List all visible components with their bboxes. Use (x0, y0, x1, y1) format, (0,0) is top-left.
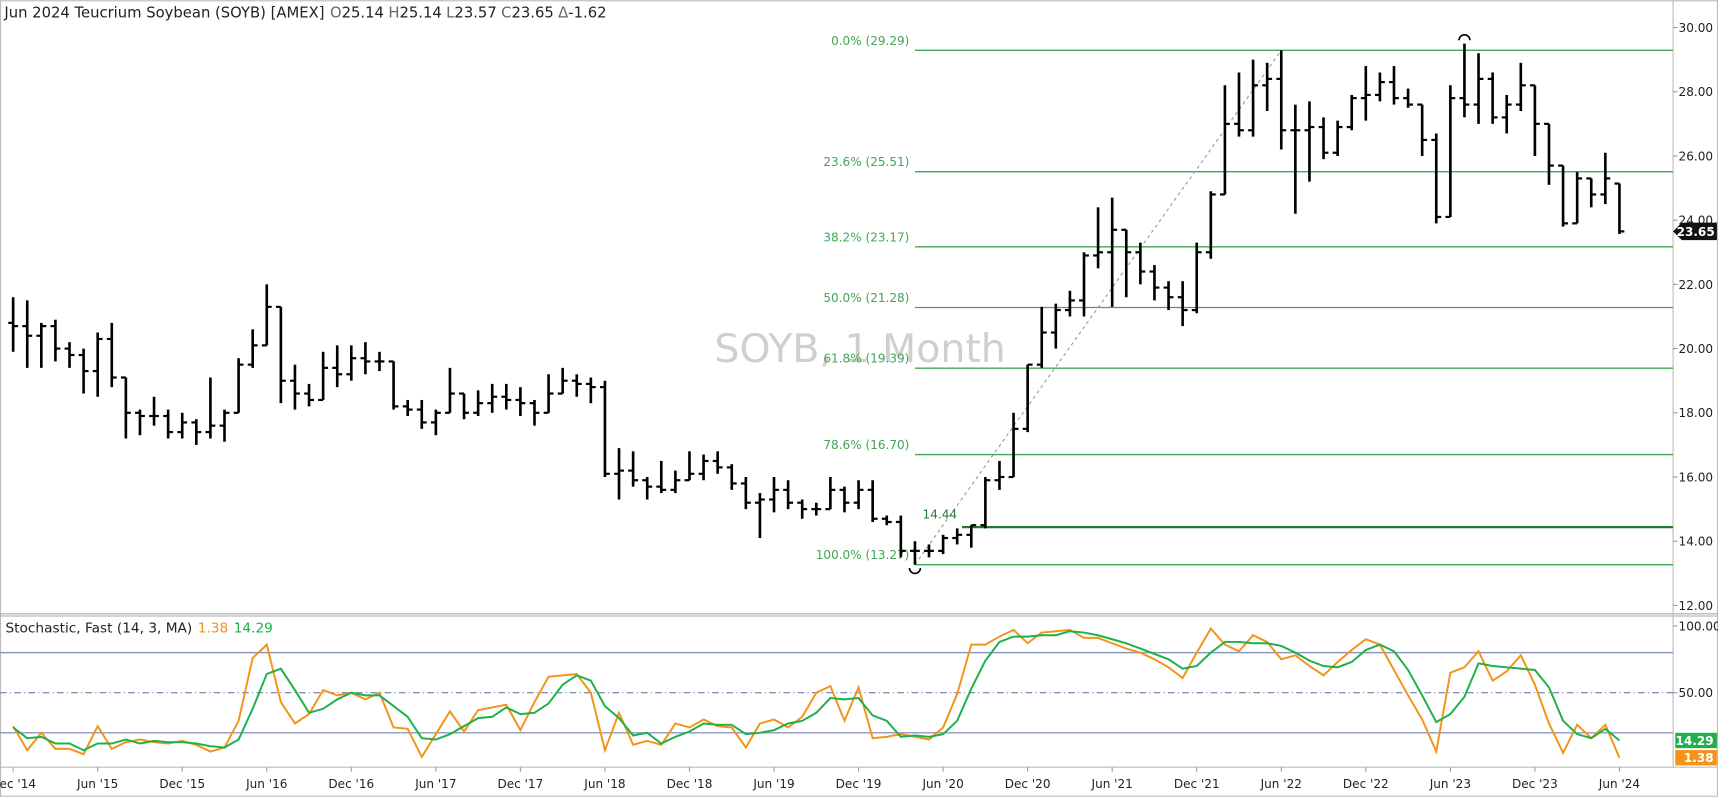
x-tick-label: Dec '16 (328, 777, 374, 791)
y-tick-label: 100.00 (1679, 619, 1718, 633)
value-tag-label: 1.38 (1684, 751, 1714, 765)
header-value: 25.14 (342, 5, 384, 22)
x-tick-label: Dec '19 (836, 777, 882, 791)
fib-label: 38.2% (23.17) (823, 230, 909, 244)
y-tick-label: 12.00 (1679, 599, 1714, 613)
x-tick-label: Jun '19 (752, 777, 794, 791)
header-value: 23.65 (511, 5, 553, 22)
x-tick-label: Dec '15 (159, 777, 205, 791)
x-tick-label: Jun '17 (414, 777, 456, 791)
y-tick-label: 18.00 (1679, 406, 1714, 420)
x-tick-label: Jun '16 (245, 777, 287, 791)
x-tick-label: Dec '17 (497, 777, 543, 791)
x-tick-label: Jun '18 (583, 777, 625, 791)
header-value: 25.14 (399, 5, 441, 22)
header: Jun 2024 Teucrium Soybean (SOYB) [AMEX] O… (3, 5, 606, 22)
x-tick-label: Dec '18 (667, 777, 713, 791)
value-tag (1675, 732, 1717, 749)
swing-low (908, 567, 922, 575)
header-value: -1.62 (568, 5, 606, 22)
header-label: Δ (558, 5, 568, 22)
stochastic-header: Stochastic, Fast (14, 3, MA) 1.38 14.29 (5, 620, 272, 636)
y-tick-label: 30.00 (1679, 21, 1714, 35)
stochastic-value: 14.29 (234, 620, 273, 636)
stochastic-line (12, 626, 1621, 759)
stochastic-line (12, 630, 1621, 752)
fib-label: 100.0% (13.27) (816, 548, 910, 562)
level-label: 14.44 (923, 507, 958, 521)
fib-label: 78.6% (16.70) (823, 438, 909, 452)
x-tick-label: Dec '20 (1005, 777, 1051, 791)
price-tag-label: 23.65 (1677, 225, 1715, 239)
x-tick-label: Jun '23 (1429, 777, 1471, 791)
header-value: 23.57 (454, 5, 496, 22)
y-tick-label: 20.00 (1679, 342, 1714, 356)
x-tick-label: Dec '23 (1512, 777, 1558, 791)
y-tick-label: 14.00 (1679, 535, 1714, 549)
y-tick-label: 50.00 (1679, 686, 1714, 700)
swing-high (1458, 34, 1471, 41)
y-tick-label: 22.00 (1679, 278, 1714, 292)
stochastic-value: 1.38 (198, 620, 228, 636)
fib-label: 50.0% (21.28) (823, 291, 909, 305)
watermark: SOYB, 1 Month (714, 326, 1005, 372)
y-tick-label: 28.00 (1679, 85, 1714, 99)
fib-label: 61.8% (19.39) (823, 352, 909, 366)
x-tick-label: Dec '21 (1174, 777, 1220, 791)
x-tick-label: Jun '24 (1598, 777, 1640, 791)
header-title: Jun 2024 Teucrium Soybean (SOYB) [AMEX] (3, 5, 324, 22)
fib-trend (914, 49, 1282, 565)
x-tick-label: Dec '14 (0, 777, 36, 791)
x-tick-label: Dec '22 (1343, 777, 1389, 791)
x-tick-label: Jun '15 (76, 777, 118, 791)
fib-label: 0.0% (29.29) (831, 34, 909, 48)
header-label: O (330, 5, 342, 22)
header-label: C (501, 5, 511, 22)
x-tick-label: Jun '20 (921, 777, 963, 791)
x-tick-label: Jun '21 (1091, 777, 1133, 791)
y-tick-label: 26.00 (1679, 149, 1714, 163)
header-label: L (446, 5, 455, 22)
value-tag-label: 14.29 (1676, 734, 1714, 748)
fib-label: 23.6% (25.51) (823, 155, 909, 169)
value-tag (1675, 750, 1717, 766)
header-label: H (388, 5, 399, 22)
x-tick-label: Jun '22 (1260, 777, 1302, 791)
y-tick-label: 16.00 (1679, 470, 1714, 484)
price-tag (1673, 222, 1717, 241)
stochastic-title: Stochastic, Fast (14, 3, MA) (5, 620, 192, 636)
